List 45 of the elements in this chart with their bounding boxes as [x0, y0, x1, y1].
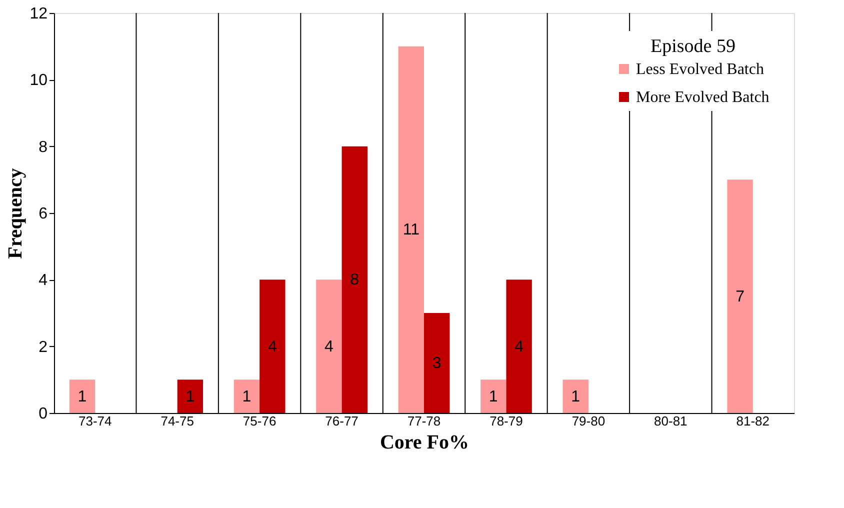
legend-label: Less Evolved Batch: [636, 61, 764, 78]
bar: [69, 380, 96, 413]
bar: [316, 280, 342, 413]
x-tick-label: 74-75: [160, 414, 194, 428]
data-label: 7: [736, 288, 745, 306]
bar: [234, 380, 260, 413]
data-label: 1: [488, 388, 498, 406]
y-tick-label: 12: [30, 6, 48, 22]
bar: [342, 146, 368, 413]
bar: [424, 313, 450, 413]
y-tick-label: 0: [38, 406, 48, 422]
data-label: 11: [402, 222, 420, 239]
bar: [398, 46, 424, 413]
data-label: 3: [432, 355, 442, 372]
x-tick-label: 73-74: [78, 414, 112, 428]
x-tick-label: 79-80: [572, 414, 606, 428]
bar: [562, 380, 588, 413]
legend-label: More Evolved Batch: [636, 89, 770, 106]
data-label: 1: [242, 388, 252, 406]
y-tick-label: 4: [38, 272, 48, 290]
data-label: 4: [268, 338, 277, 356]
bar: [177, 380, 204, 413]
legend-title: Episode 59: [650, 36, 736, 57]
y-axis-title: Frequency: [4, 168, 27, 259]
bar: [260, 280, 286, 413]
data-label: 1: [78, 388, 87, 406]
x-tick-label: 76-77: [325, 414, 358, 428]
x-tick-label: 81-82: [736, 414, 770, 428]
data-label: 1: [186, 388, 195, 406]
y-tick-label: 8: [38, 138, 48, 156]
data-label: 4: [324, 338, 334, 356]
data-label: 8: [350, 272, 360, 289]
x-axis-title: Core Fo%: [380, 432, 470, 454]
x-tick-label: 75-76: [242, 414, 276, 428]
x-tick-label: 78-79: [490, 414, 523, 428]
x-tick-label: 80-81: [654, 414, 688, 428]
y-tick-label: 6: [38, 206, 48, 222]
data-label: 1: [571, 388, 580, 406]
bar: [506, 280, 532, 413]
data-label: 4: [514, 338, 524, 356]
bar: [480, 380, 506, 413]
y-tick-label: 10: [30, 72, 48, 90]
bar: [727, 180, 753, 413]
x-tick-label: 77-78: [407, 414, 441, 428]
y-tick-label: 2: [38, 338, 48, 356]
